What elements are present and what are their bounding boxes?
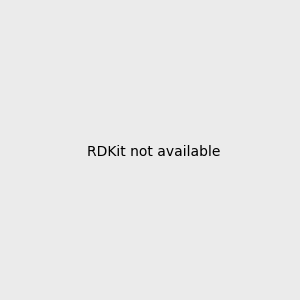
Text: RDKit not available: RDKit not available (87, 145, 220, 158)
